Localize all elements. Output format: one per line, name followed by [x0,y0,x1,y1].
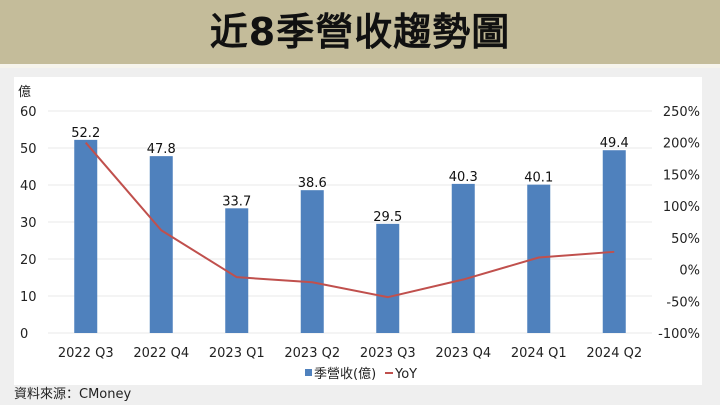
legend-label-yoy: YoY [394,367,417,382]
bar-value-label: 40.3 [449,170,478,185]
right-axis-tick: 150% [663,168,700,183]
revenue-bar [225,208,249,333]
chart-panel [14,77,702,385]
left-axis-tick: 30 [20,216,37,231]
yoy-polyline [84,142,615,299]
revenue-bar [527,184,551,333]
revenue-bar [300,190,324,333]
x-axis-label: 2023 Q4 [435,346,491,361]
x-axis-label: 2022 Q3 [58,346,114,361]
right-axis-tick: 250% [663,105,700,120]
left-axis-tick: 0 [20,327,28,342]
bar-value-label: 40.1 [524,171,553,186]
right-axis-tick: -100% [658,327,700,342]
revenue-bar [149,156,173,333]
revenue-bar [376,223,400,333]
revenue-bar [602,150,626,333]
x-axis-label: 2023 Q2 [284,346,340,361]
right-axis: -100% -50% 0% 50% 100% 150% 200% 250% [658,105,700,342]
x-axis-label: 2024 Q2 [586,346,642,361]
left-axis-unit: 億 [18,84,31,100]
legend-bar-swatch [305,369,312,376]
revenue-bar [74,139,98,333]
left-axis: 0 10 20 30 40 50 60 億 [18,84,37,342]
left-axis-tick: 60 [20,105,37,120]
bar-value-label: 52.2 [71,126,100,141]
x-axis: 2022 Q3 2022 Q4 2023 Q1 2023 Q2 2023 Q3 2023 … [58,346,642,361]
right-axis-tick: 50% [671,232,700,247]
legend: 季營收(億) YoY [305,366,417,382]
right-axis-tick: 200% [663,137,700,152]
title-banner: 近8季營收趨勢圖 [0,0,720,64]
right-axis-tick: 0% [679,264,700,279]
x-axis-label: 2023 Q1 [209,346,265,361]
data-labels: 52.2 47.8 33.7 38.6 29.5 40.3 40.1 49.4 [71,126,628,225]
source-note: 資料來源：CMoney [14,387,132,402]
revenue-bars [74,139,626,333]
bar-value-label: 29.5 [373,210,402,225]
gridlines [48,110,652,334]
revenue-bar [451,183,475,333]
banner-divider [0,64,720,68]
bar-value-label: 47.8 [147,142,176,157]
x-axis-label: 2023 Q3 [360,346,416,361]
left-axis-tick: 50 [20,142,37,157]
left-axis-tick: 40 [20,179,37,194]
x-axis-label: 2024 Q1 [511,346,567,361]
left-axis-tick: 20 [20,253,37,268]
bar-value-label: 49.4 [600,136,629,151]
yoy-line [84,142,615,299]
left-axis-tick: 10 [20,290,37,305]
legend-label-revenue: 季營收(億) [314,366,376,382]
right-axis-tick: 100% [663,200,700,215]
bar-value-label: 38.6 [298,176,327,191]
bar-value-label: 33.7 [222,194,251,209]
right-axis-tick: -50% [666,295,700,310]
x-axis-label: 2022 Q4 [133,346,189,361]
page-title: 近8季營收趨勢圖 [209,10,511,54]
